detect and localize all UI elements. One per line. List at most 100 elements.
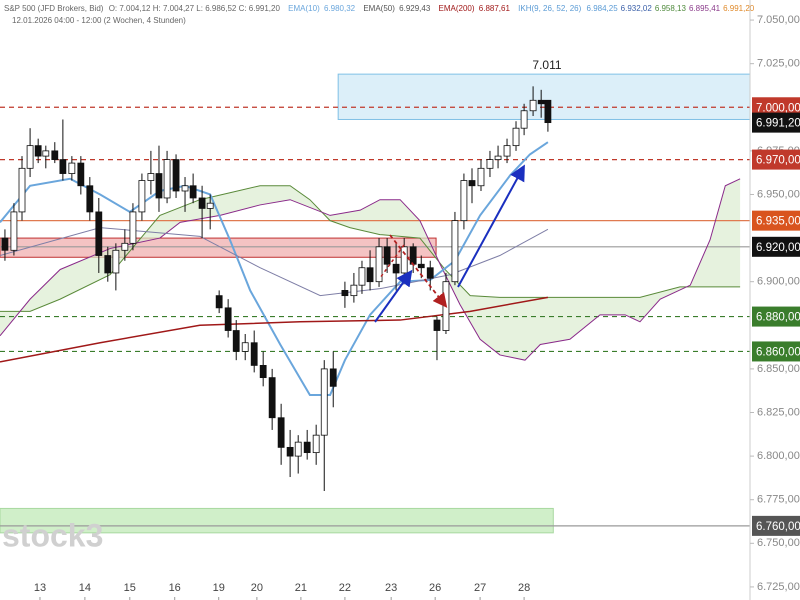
- symbol: S&P 500 (JFD Brokers, Bid): [4, 4, 104, 13]
- candle-body: [366, 267, 374, 283]
- y-tick-label: 6.775,00: [757, 494, 800, 506]
- candle-body: [86, 185, 94, 213]
- ohlc: O: 7.004,12 H: 7.004,27 L: 6.986,52 C: 6…: [109, 4, 281, 13]
- y-tick-label: 6.850,00: [757, 363, 800, 375]
- zone: [337, 73, 751, 120]
- level-box: [752, 149, 800, 170]
- candle-body: [537, 99, 545, 105]
- candle-body: [417, 263, 425, 269]
- candle-body: [341, 290, 349, 297]
- y-tick-label: 6.800,00: [757, 450, 800, 462]
- candle-body: [18, 167, 26, 213]
- candle-body: [95, 211, 103, 256]
- x-tick-label: 14: [79, 582, 91, 594]
- candle-body: [512, 127, 520, 147]
- candle-body: [147, 173, 155, 181]
- x-tick-label: 27: [474, 582, 486, 594]
- candle-body: [10, 211, 18, 251]
- candle-body: [277, 417, 285, 448]
- x-tick-label: 21: [295, 582, 307, 594]
- candle-body: [460, 180, 468, 222]
- current-price-label: 6.991,20: [756, 118, 800, 130]
- legend-entry: EMA(50): [363, 4, 395, 13]
- candle-body: [68, 162, 76, 174]
- level-box: [752, 236, 800, 257]
- candle-body: [286, 446, 294, 457]
- x-tick-label: 23: [385, 582, 397, 594]
- candle-body: [129, 211, 137, 244]
- x-tick-label: 15: [124, 582, 136, 594]
- candle-body: [163, 159, 171, 199]
- candle-body: [329, 368, 337, 387]
- candle-body: [544, 99, 552, 124]
- candle-body: [206, 202, 214, 209]
- candle-body: [320, 368, 328, 436]
- candle-body: [312, 434, 320, 454]
- indicator-layer: [0, 141, 741, 397]
- level-label: 6.880,00: [756, 312, 800, 324]
- legend-value: 6.980,32: [324, 4, 356, 13]
- candle-body: [121, 242, 129, 251]
- drawings: [374, 164, 525, 323]
- level-label: 6.860,00: [756, 346, 800, 358]
- candle-body: [409, 246, 417, 265]
- candle-body: [383, 246, 391, 265]
- span-b: [0, 178, 741, 361]
- candle-body: [34, 145, 42, 157]
- level-box: [752, 306, 800, 327]
- y-tick-label: 7.050,00: [757, 14, 800, 26]
- candle-body: [400, 246, 408, 274]
- candle-body: [303, 441, 311, 454]
- annotation: 7.011: [532, 58, 561, 72]
- candle-body: [520, 110, 528, 129]
- level-box: [752, 210, 800, 231]
- x-tick-label: 28: [518, 582, 530, 594]
- candle-body: [451, 220, 459, 283]
- legend-value: 6.991,20: [723, 4, 755, 13]
- x-tick-label: 26: [429, 582, 441, 594]
- legend-value: 6.984,25: [587, 4, 619, 13]
- trend-arrow: [457, 164, 525, 288]
- candle-body: [51, 150, 59, 160]
- candle-body: [350, 284, 358, 297]
- candle-body: [294, 441, 302, 457]
- candle-body: [138, 180, 146, 213]
- candle-body: [189, 185, 197, 199]
- period: 12.01.2026 04:00 - 12:00 (2 Wochen, 4 St…: [12, 16, 186, 25]
- candle-body: [494, 155, 502, 160]
- candle-body: [468, 180, 476, 187]
- x-tick-label: 16: [169, 582, 181, 594]
- y-tick-label: 6.825,00: [757, 406, 800, 418]
- candle-body: [426, 267, 434, 279]
- level-box: [752, 341, 800, 362]
- legend-value: 6.958,13: [655, 4, 687, 13]
- span-a: [0, 185, 741, 312]
- y-tick-label: 6.950,00: [757, 188, 800, 200]
- candle-body: [198, 197, 206, 209]
- candle-layer: [1, 86, 552, 491]
- candle-body: [442, 281, 450, 331]
- level-box: [752, 515, 800, 536]
- legend-entry: IKH(9, 26, 52, 26): [518, 4, 581, 13]
- cloud: [0, 178, 741, 361]
- y-tick-label: 6.900,00: [757, 276, 800, 288]
- ema-line: [0, 296, 549, 363]
- candle-body: [224, 307, 232, 331]
- candle-body: [486, 159, 494, 169]
- ema-line: [0, 141, 549, 397]
- candle-body: [77, 162, 85, 187]
- candle-body: [375, 246, 383, 283]
- candle-body: [358, 267, 366, 286]
- candle-body: [104, 255, 112, 274]
- candle-body: [268, 377, 276, 419]
- legend-value: 6.932,02: [621, 4, 653, 13]
- legend-entry: EMA(200): [439, 4, 475, 13]
- level-label: 6.920,00: [756, 242, 800, 254]
- level-box: [752, 97, 800, 118]
- level-label: 7.000,00: [756, 102, 800, 114]
- y-tick-label: 7.025,00: [757, 58, 800, 70]
- candle-body: [215, 295, 223, 309]
